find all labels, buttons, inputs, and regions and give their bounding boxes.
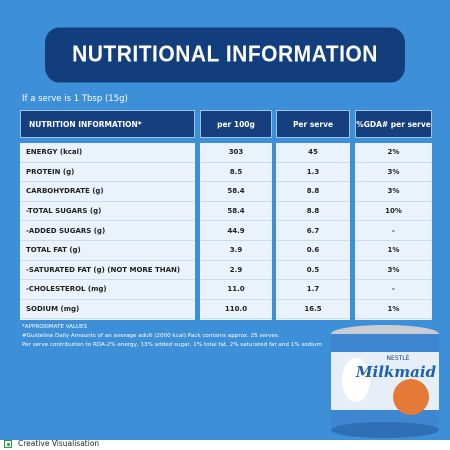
footnote: Per serve contribution to RDA-2% energy,… — [22, 342, 322, 348]
table-cell: 303 — [200, 143, 272, 163]
table-cell: ENERGY (kcal) — [20, 143, 195, 163]
table-column: 45 1.3 8.8 8.8 6.7 0.6 0.5 1.7 16.5 — [276, 143, 350, 320]
table-cell: 10% — [355, 202, 432, 222]
header-cell: %GDA# per serve — [355, 110, 432, 138]
table-cell: - — [355, 280, 432, 300]
table-cell: 3% — [355, 182, 432, 202]
table-cell: 110.0 — [200, 300, 272, 320]
header-cell: per 100g — [200, 110, 272, 138]
footnote: *APPROXIMATE VALUES — [22, 324, 88, 330]
table-cell: CARBOHYDRATE (g) — [20, 182, 195, 202]
table-cell: 16.5 — [276, 300, 350, 320]
footnote: #Guideline Daily Amounts of an average a… — [22, 333, 280, 339]
table-cell: 3% — [355, 163, 432, 183]
table-cell: -TOTAL SUGARS (g) — [20, 202, 195, 222]
table-cell: 1.7 — [276, 280, 350, 300]
table-cell: 1% — [355, 300, 432, 320]
table-cell: TOTAL FAT (g) — [20, 241, 195, 261]
table-cell: -ADDED SUGARS (g) — [20, 221, 195, 241]
table-cell: -SATURATED FAT (g) (NOT MORE THAN) — [20, 261, 195, 281]
title-banner: NUTRITIONAL INFORMATION — [45, 27, 405, 83]
table-column: ENERGY (kcal) PROTEIN (g) CARBOHYDRATE (g)… — [20, 143, 195, 320]
table-cell: 58.4 — [200, 202, 272, 222]
serve-note: If a serve is 1 Tbsp (15g) — [22, 94, 128, 104]
table-cell: - — [355, 221, 432, 241]
table-cell: 2.9 — [200, 261, 272, 281]
table-cell: 44.9 — [200, 221, 272, 241]
table-column: 2% 3% 3% 10% -1% 3% -1% — [355, 143, 432, 320]
table-cell: PROTEIN (g) — [20, 163, 195, 183]
header-cell: Per serve — [276, 110, 350, 138]
table-cell: 0.6 — [276, 241, 350, 261]
table-column: 303 8.5 58.4 58.4 44.9 3.9 2.9 11.0 110.0 — [200, 143, 272, 320]
brand: NESTLÉ — [387, 354, 410, 362]
table-cell: 0.5 — [276, 261, 350, 281]
table-cell: 11.0 — [200, 280, 272, 300]
footer-text: Creative Visualisation — [18, 439, 100, 448]
table-cell: 3% — [355, 261, 432, 281]
table-cell: 45 — [276, 143, 350, 163]
table-cell: 8.5 — [200, 163, 272, 183]
table-cell: 1% — [355, 241, 432, 261]
table-cell: 58.4 — [200, 182, 272, 202]
product-name: Milkmaid — [355, 363, 437, 381]
table-cell: SODIUM (mg) — [20, 300, 195, 320]
veg-mark — [4, 440, 12, 448]
table-cell: 2% — [355, 143, 432, 163]
table-cell: 8.8 — [276, 202, 350, 222]
table-cell: -CHOLESTEROL (mg) — [20, 280, 195, 300]
table-cell: 3.9 — [200, 241, 272, 261]
table-cell: 6.7 — [276, 221, 350, 241]
footer: Creative Visualisation — [0, 439, 450, 450]
table-cell: 8.8 — [276, 182, 350, 202]
product-can: NESTLÉ Milkmaid — [331, 325, 439, 438]
table-cell: 1.3 — [276, 163, 350, 183]
header-cell: NUTRITION INFORMATION* — [20, 110, 195, 138]
